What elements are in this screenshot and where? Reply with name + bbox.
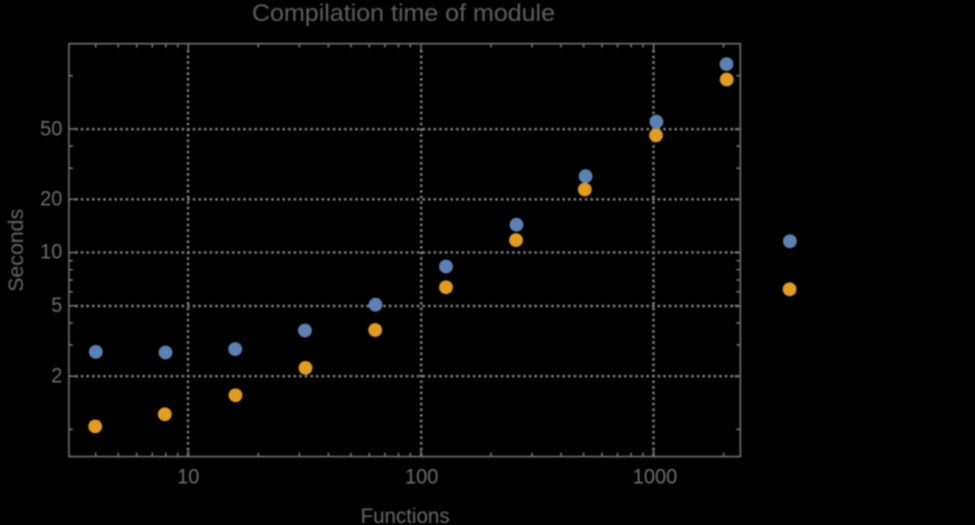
svg-text:2: 2 <box>51 363 62 387</box>
svg-text:50: 50 <box>40 116 62 140</box>
svg-text:10: 10 <box>177 464 199 488</box>
svg-text:Compilation time of module: Compilation time of module <box>252 0 555 27</box>
svg-text:1000: 1000 <box>633 464 678 488</box>
svg-text:20: 20 <box>40 187 62 211</box>
svg-text:Seconds: Seconds <box>4 209 28 292</box>
svg-text:100: 100 <box>405 464 438 488</box>
svg-text:5: 5 <box>51 293 62 317</box>
svg-text:10: 10 <box>40 240 62 264</box>
svg-text:Functions: Functions <box>361 504 450 525</box>
